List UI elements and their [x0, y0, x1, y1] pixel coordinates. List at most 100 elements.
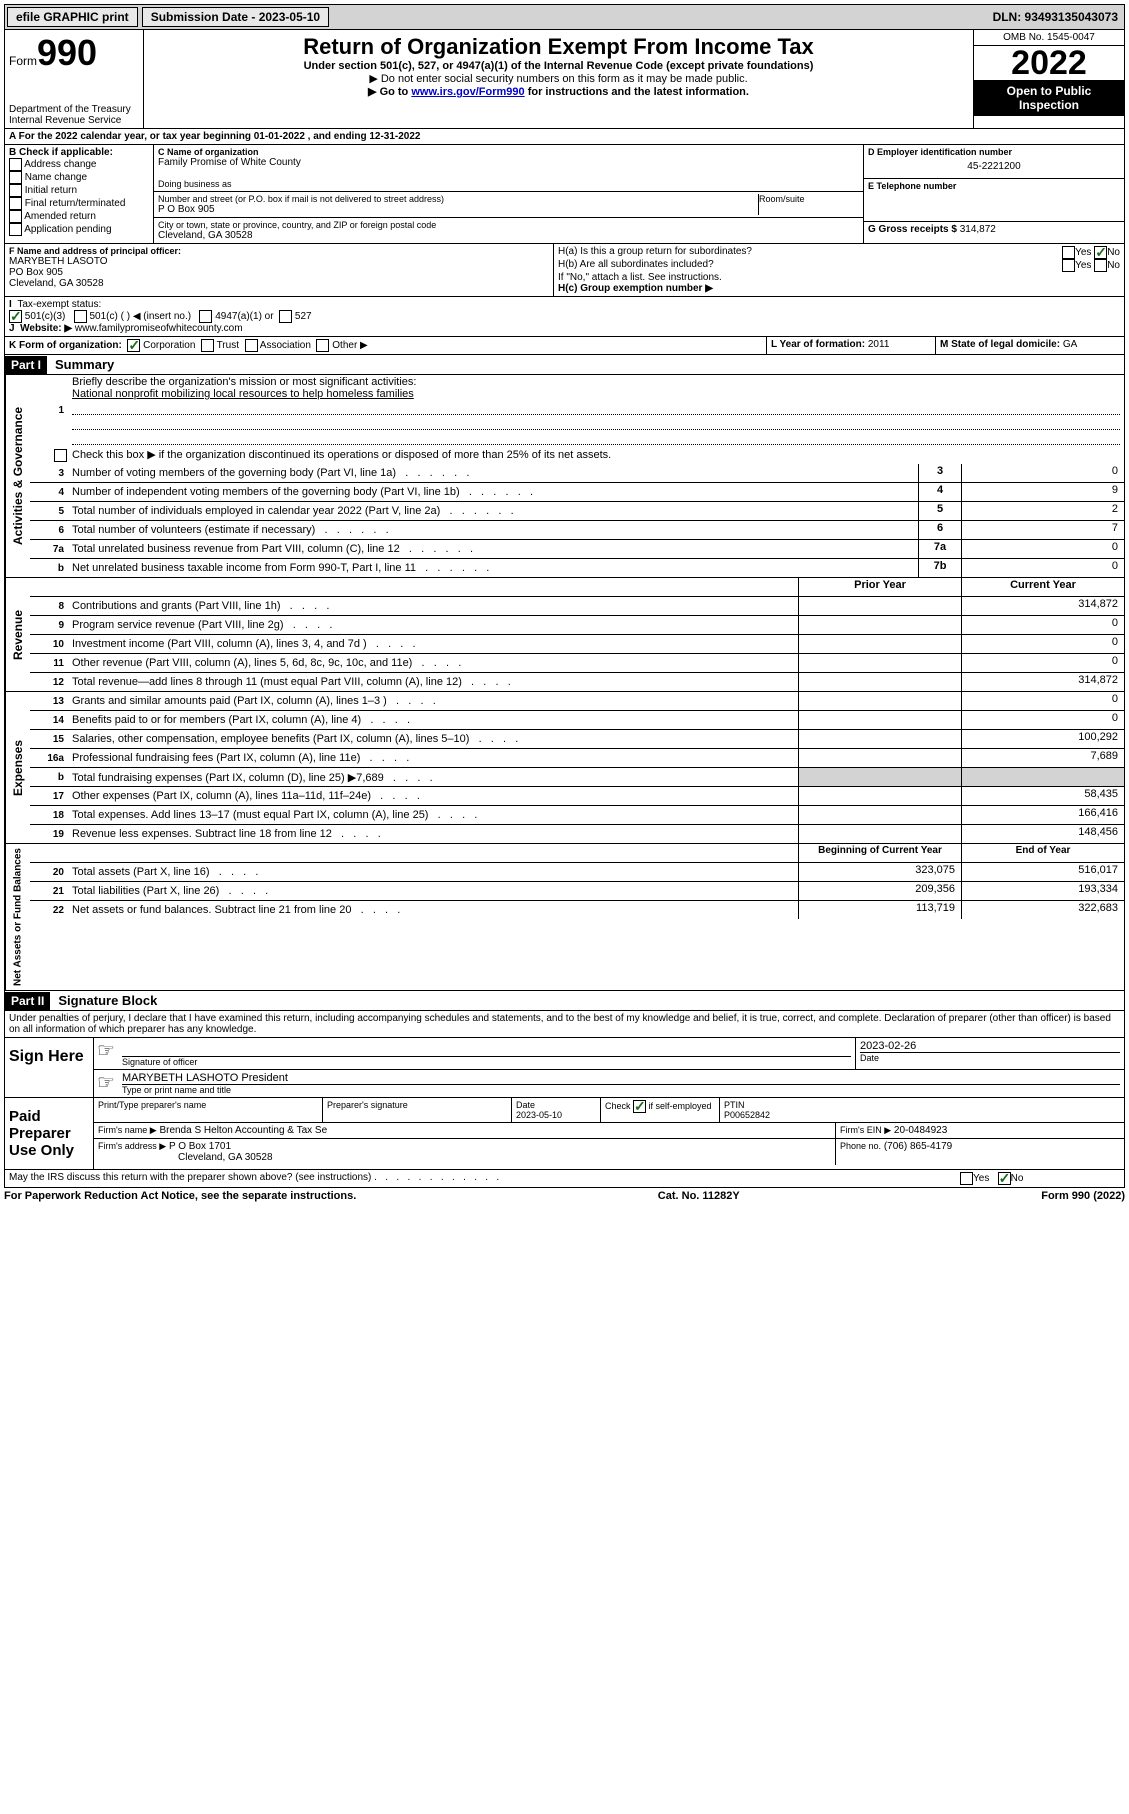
top-toolbar: efile GRAPHIC print Submission Date - 20… [4, 4, 1125, 30]
hc-label: H(c) Group exemption number ▶ [558, 283, 1120, 294]
exp-sidebar: Expenses [5, 692, 30, 843]
pt-date: 2023-05-10 [516, 1110, 562, 1120]
officer-name-title: MARYBETH LASHOTO President [122, 1072, 1120, 1084]
ptin-value: P00652842 [724, 1110, 770, 1120]
part2-title: Signature Block [50, 991, 165, 1010]
box-b-checkbox[interactable] [9, 171, 22, 184]
box-c-name-label: C Name of organization [158, 147, 859, 157]
city-label: City or town, state or province, country… [158, 220, 859, 230]
current-year-header: Current Year [961, 578, 1124, 596]
gov-sidebar: Activities & Governance [5, 375, 30, 577]
part2-header-row: Part II Signature Block [4, 991, 1125, 1011]
trust-checkbox[interactable] [201, 339, 214, 352]
hb-note: If "No," attach a list. See instructions… [558, 272, 1120, 283]
form-subtitle: Under section 501(c), 527, or 4947(a)(1)… [148, 60, 969, 72]
submission-date-button[interactable]: Submission Date - 2023-05-10 [142, 7, 329, 27]
box-b-checkbox[interactable] [9, 197, 22, 210]
officer-addr1: PO Box 905 [9, 267, 549, 278]
hb-yes-checkbox[interactable] [1062, 259, 1075, 272]
527-checkbox[interactable] [279, 310, 292, 323]
data-row: bTotal fundraising expenses (Part IX, co… [30, 768, 1124, 787]
box-b-checkbox[interactable] [9, 184, 22, 197]
data-row: 18Total expenses. Add lines 13–17 (must … [30, 806, 1124, 825]
sig-date-value: 2023-02-26 [860, 1040, 1120, 1052]
line2-checkbox[interactable] [54, 449, 67, 462]
box-d-label: D Employer identification number [868, 147, 1120, 157]
box-b-checkbox[interactable] [9, 210, 22, 223]
exp-section: Expenses 13Grants and similar amounts pa… [4, 692, 1125, 844]
end-year-header: End of Year [961, 844, 1124, 862]
discuss-row: May the IRS discuss this return with the… [4, 1170, 1125, 1188]
box-e-label: E Telephone number [868, 181, 956, 191]
hb-no-checkbox[interactable] [1094, 259, 1107, 272]
part1-title: Summary [47, 355, 122, 374]
net-section: Net Assets or Fund Balances Beginning of… [4, 844, 1125, 991]
gross-receipts: 314,872 [960, 224, 996, 235]
firm-phone: (706) 865-4179 [884, 1141, 952, 1152]
assoc-checkbox[interactable] [245, 339, 258, 352]
data-row: 21Total liabilities (Part X, line 26) . … [30, 882, 1124, 901]
gov-row: 3Number of voting members of the governi… [30, 464, 1124, 483]
firm-name: Brenda S Helton Accounting & Tax Se [159, 1125, 327, 1136]
prior-year-header: Prior Year [798, 578, 961, 596]
part1-badge: Part I [5, 356, 47, 374]
data-row: 22Net assets or fund balances. Subtract … [30, 901, 1124, 919]
pt-sig-label: Preparer's signature [323, 1098, 512, 1122]
ha-yes-checkbox[interactable] [1062, 246, 1075, 259]
box-b-checkbox[interactable] [9, 223, 22, 236]
form-title: Return of Organization Exempt From Incom… [148, 34, 969, 60]
ha-no-checkbox[interactable] [1094, 246, 1107, 259]
gov-row: 4Number of independent voting members of… [30, 483, 1124, 502]
pt-name-label: Print/Type preparer's name [94, 1098, 323, 1122]
discuss-no-checkbox[interactable] [998, 1172, 1011, 1185]
self-employed-checkbox[interactable] [633, 1100, 646, 1113]
501c3-checkbox[interactable] [9, 310, 22, 323]
city-value: Cleveland, GA 30528 [158, 230, 859, 241]
gov-row: 5Total number of individuals employed in… [30, 502, 1124, 521]
street-label: Number and street (or P.O. box if mail i… [158, 194, 758, 204]
4947-checkbox[interactable] [199, 310, 212, 323]
klm-block: K Form of organization: Corporation Trus… [4, 337, 1125, 355]
status-block: I Tax-exempt status: 501(c)(3) 501(c) ( … [4, 297, 1125, 337]
other-checkbox[interactable] [316, 339, 329, 352]
efile-print-button[interactable]: efile GRAPHIC print [7, 7, 138, 27]
irs-label: Internal Revenue Service [9, 115, 139, 126]
website-value: www.familypromiseofwhitecounty.com [75, 323, 243, 334]
discuss-yes-checkbox[interactable] [960, 1172, 973, 1185]
box-b-label: B Check if applicable: [9, 147, 149, 158]
data-row: 19Revenue less expenses. Subtract line 1… [30, 825, 1124, 843]
rev-sidebar: Revenue [5, 578, 30, 691]
box-b-item: Amended return [9, 210, 149, 223]
irs-link[interactable]: www.irs.gov/Form990 [411, 86, 524, 98]
box-b-checkbox[interactable] [9, 158, 22, 171]
sig-date-label: Date [860, 1052, 1120, 1063]
gov-section: Activities & Governance 1 Briefly descri… [4, 375, 1125, 578]
gov-row: 6Total number of volunteers (estimate if… [30, 521, 1124, 540]
firm-ein: 20-0484923 [894, 1125, 947, 1136]
open-inspection-badge: Open to Public Inspection [974, 80, 1124, 116]
box-b-item: Name change [9, 171, 149, 184]
officer-block: F Name and address of principal officer:… [4, 244, 1125, 297]
data-row: 10Investment income (Part VIII, column (… [30, 635, 1124, 654]
room-label: Room/suite [759, 194, 859, 215]
ha-label: H(a) Is this a group return for subordin… [558, 246, 1062, 259]
data-row: 8Contributions and grants (Part VIII, li… [30, 597, 1124, 616]
part1-header-row: Part I Summary [4, 355, 1125, 375]
data-row: 9Program service revenue (Part VIII, lin… [30, 616, 1124, 635]
note-link: ▶ Go to www.irs.gov/Form990 for instruct… [148, 85, 969, 98]
501c-checkbox[interactable] [74, 310, 87, 323]
line-a: A For the 2022 calendar year, or tax yea… [4, 129, 1125, 145]
footer: For Paperwork Reduction Act Notice, see … [4, 1188, 1125, 1204]
data-row: 11Other revenue (Part VIII, column (A), … [30, 654, 1124, 673]
type-name-label: Type or print name and title [122, 1084, 1120, 1095]
paid-preparer-block: Paid Preparer Use Only Print/Type prepar… [4, 1098, 1125, 1170]
org-name: Family Promise of White County [158, 157, 859, 168]
sign-here-label: Sign Here [5, 1038, 94, 1097]
data-row: 20Total assets (Part X, line 16) . . . .… [30, 863, 1124, 882]
corp-checkbox[interactable] [127, 339, 140, 352]
sig-officer-label: Signature of officer [122, 1056, 851, 1067]
entity-block: B Check if applicable: Address change Na… [4, 145, 1125, 244]
form-header: Form990 Department of the Treasury Inter… [4, 30, 1125, 129]
officer-addr2: Cleveland, GA 30528 [9, 278, 549, 289]
data-row: 15Salaries, other compensation, employee… [30, 730, 1124, 749]
